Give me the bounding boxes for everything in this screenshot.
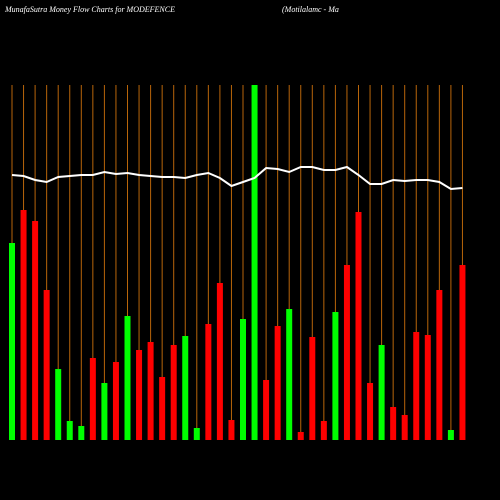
bar [159,377,166,440]
bar [78,426,85,440]
bar [89,358,96,440]
bar [43,290,50,440]
bar [263,380,270,440]
bar [459,265,466,440]
price-line [11,165,463,191]
bar [182,336,189,440]
bar [286,309,293,440]
chart-title: MunafaSutra Money Flow Charts for MODEFE… [4,5,175,14]
bar [240,319,246,440]
bar [355,212,362,440]
bar [413,332,420,440]
bar [251,85,258,440]
bar [32,221,39,440]
bar [216,283,223,440]
bar [343,265,350,440]
bar [66,421,73,440]
bar [205,324,212,440]
bar [447,430,454,440]
bar [297,432,304,440]
bar [274,326,281,440]
bar [367,383,374,440]
bar [193,428,200,440]
bar [378,345,385,440]
bar [124,316,131,440]
bar [320,421,327,440]
bar [424,335,431,440]
bar [390,407,397,440]
chart-subtitle: (Motilalamc - Ma [282,5,339,14]
bar [112,362,119,440]
bar [436,290,443,440]
bar [332,312,339,440]
bar [136,350,143,440]
bar [9,243,15,440]
bar [228,420,235,440]
bar [170,345,177,440]
bar [20,210,27,440]
bar [55,369,62,440]
bar [401,415,408,440]
bar [309,337,316,440]
bar [147,342,154,440]
bar [101,383,108,440]
